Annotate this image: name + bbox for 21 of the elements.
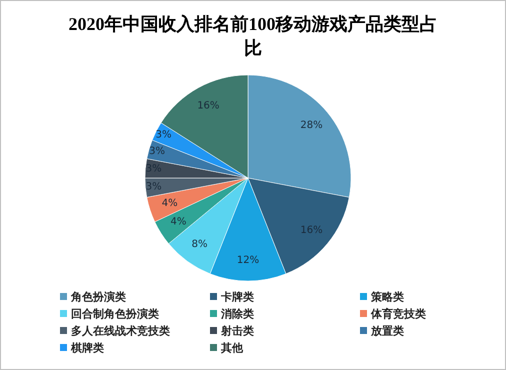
- data-label: 8%: [192, 239, 208, 250]
- data-label: 12%: [236, 254, 260, 266]
- legend-label: 射击类: [220, 324, 254, 338]
- data-label: 16%: [300, 225, 323, 236]
- data-label: 4%: [162, 198, 178, 209]
- data-label: 3%: [149, 146, 165, 158]
- legend-label: 多人在线战术竞技类: [71, 324, 170, 338]
- legend-label: 消除类: [220, 308, 254, 320]
- legend-label: 回合制角色扮演类: [71, 308, 159, 320]
- data-label: 3%: [156, 129, 172, 140]
- data-label: 16%: [197, 100, 220, 112]
- legend-label: 棋牌类: [70, 342, 104, 354]
- legend-label: 卡牌类: [220, 290, 254, 304]
- legend-label: 角色扮演类: [70, 290, 126, 304]
- data-label: 28%: [300, 120, 323, 131]
- data-label: 4%: [170, 216, 186, 228]
- chart-title: 2020年中国收入排名前100移动游戏产品类型占比: [68, 14, 438, 58]
- legend-label: 其他: [220, 342, 244, 354]
- legend-label: 体育竞技类: [370, 308, 426, 320]
- legend-label: 放置类: [370, 324, 404, 338]
- legend-label: 策略类: [370, 290, 404, 304]
